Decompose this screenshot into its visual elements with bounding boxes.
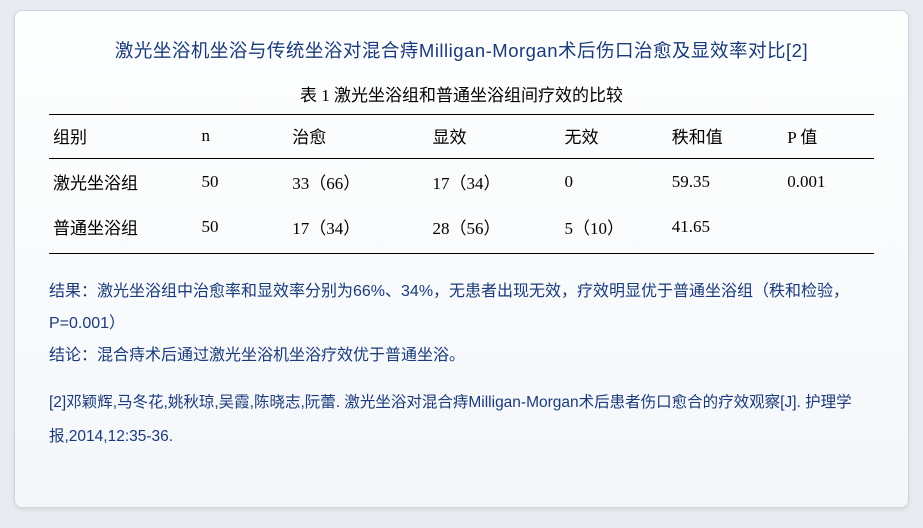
table-cell: 17（34） [429, 159, 561, 205]
table-cell: 0 [561, 159, 668, 205]
table-header-cell: 显效 [429, 115, 561, 159]
table-header-cell: P 值 [783, 115, 874, 159]
table-cell: 33（66） [288, 159, 428, 205]
page-title: 激光坐浴机坐浴与传统坐浴对混合痔Milligan-Morgan术后伤口治愈及显效… [49, 37, 874, 63]
table-header-cell: 秩和值 [668, 115, 784, 159]
results-block: 结果：激光坐浴组中治愈率和显效率分别为66%、34%，无患者出现无效，疗效明显优… [49, 276, 874, 372]
table-caption: 表 1 激光坐浴组和普通坐浴组间疗效的比较 [49, 81, 874, 106]
table-cell: 59.35 [668, 159, 784, 205]
table-row: 激光坐浴组 50 33（66） 17（34） 0 59.35 0.001 [49, 159, 874, 205]
table-cell: 0.001 [783, 159, 874, 205]
table-header-cell: 组别 [49, 115, 198, 159]
table-header-cell: 治愈 [288, 115, 428, 159]
citation-text: [2]邓颖辉,马冬花,姚秋琼,吴霞,陈晓志,阮蕾. 激光坐浴对混合痔Millig… [49, 386, 874, 454]
table-cell: 17（34） [288, 204, 428, 254]
table-cell: 普通坐浴组 [49, 204, 198, 254]
table-cell: 50 [198, 204, 289, 254]
table-cell [783, 204, 874, 254]
table-header-row: 组别 n 治愈 显效 无效 秩和值 P 值 [49, 115, 874, 159]
table-cell: 41.65 [668, 204, 784, 254]
table-header-cell: n [198, 115, 289, 159]
results-text: 结果：激光坐浴组中治愈率和显效率分别为66%、34%，无患者出现无效，疗效明显优… [49, 276, 874, 340]
table-row: 普通坐浴组 50 17（34） 28（56） 5（10） 41.65 [49, 204, 874, 254]
content-card: 激光坐浴机坐浴与传统坐浴对混合痔Milligan-Morgan术后伤口治愈及显效… [14, 10, 909, 508]
table-cell: 28（56） [429, 204, 561, 254]
conclusion-text: 结论：混合痔术后通过激光坐浴机坐浴疗效优于普通坐浴。 [49, 340, 874, 372]
table-cell: 50 [198, 159, 289, 205]
efficacy-table: 组别 n 治愈 显效 无效 秩和值 P 值 激光坐浴组 50 33（66） 17… [49, 114, 874, 254]
table-cell: 激光坐浴组 [49, 159, 198, 205]
table-header-cell: 无效 [561, 115, 668, 159]
table-cell: 5（10） [561, 204, 668, 254]
